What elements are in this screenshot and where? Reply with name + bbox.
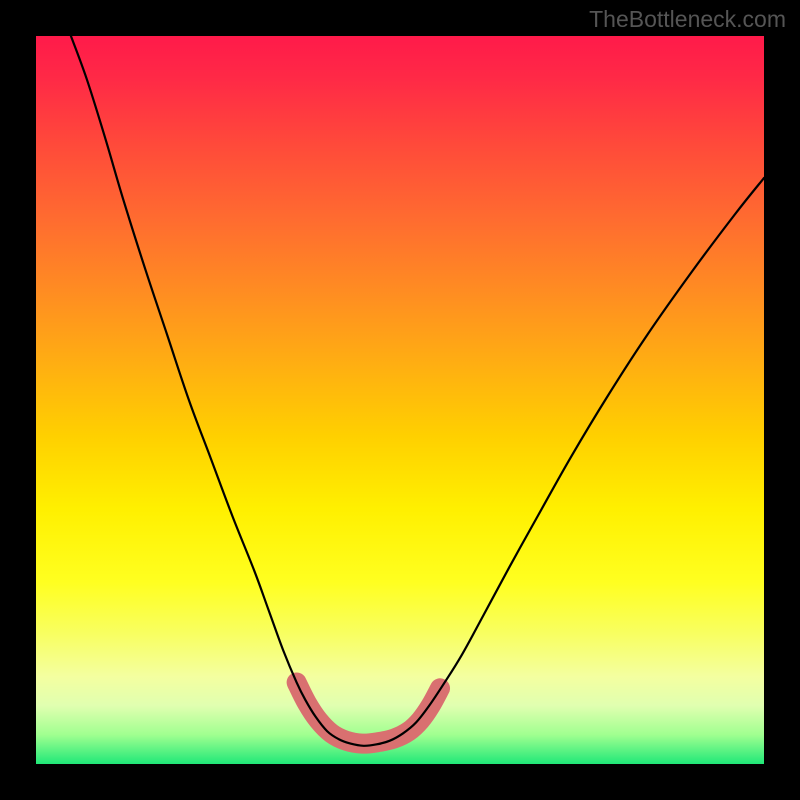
plot-svg — [36, 36, 764, 764]
gradient-background — [36, 36, 764, 764]
watermark-text: TheBottleneck.com — [589, 6, 786, 33]
plot-area — [36, 36, 764, 764]
chart-canvas: TheBottleneck.com — [0, 0, 800, 800]
